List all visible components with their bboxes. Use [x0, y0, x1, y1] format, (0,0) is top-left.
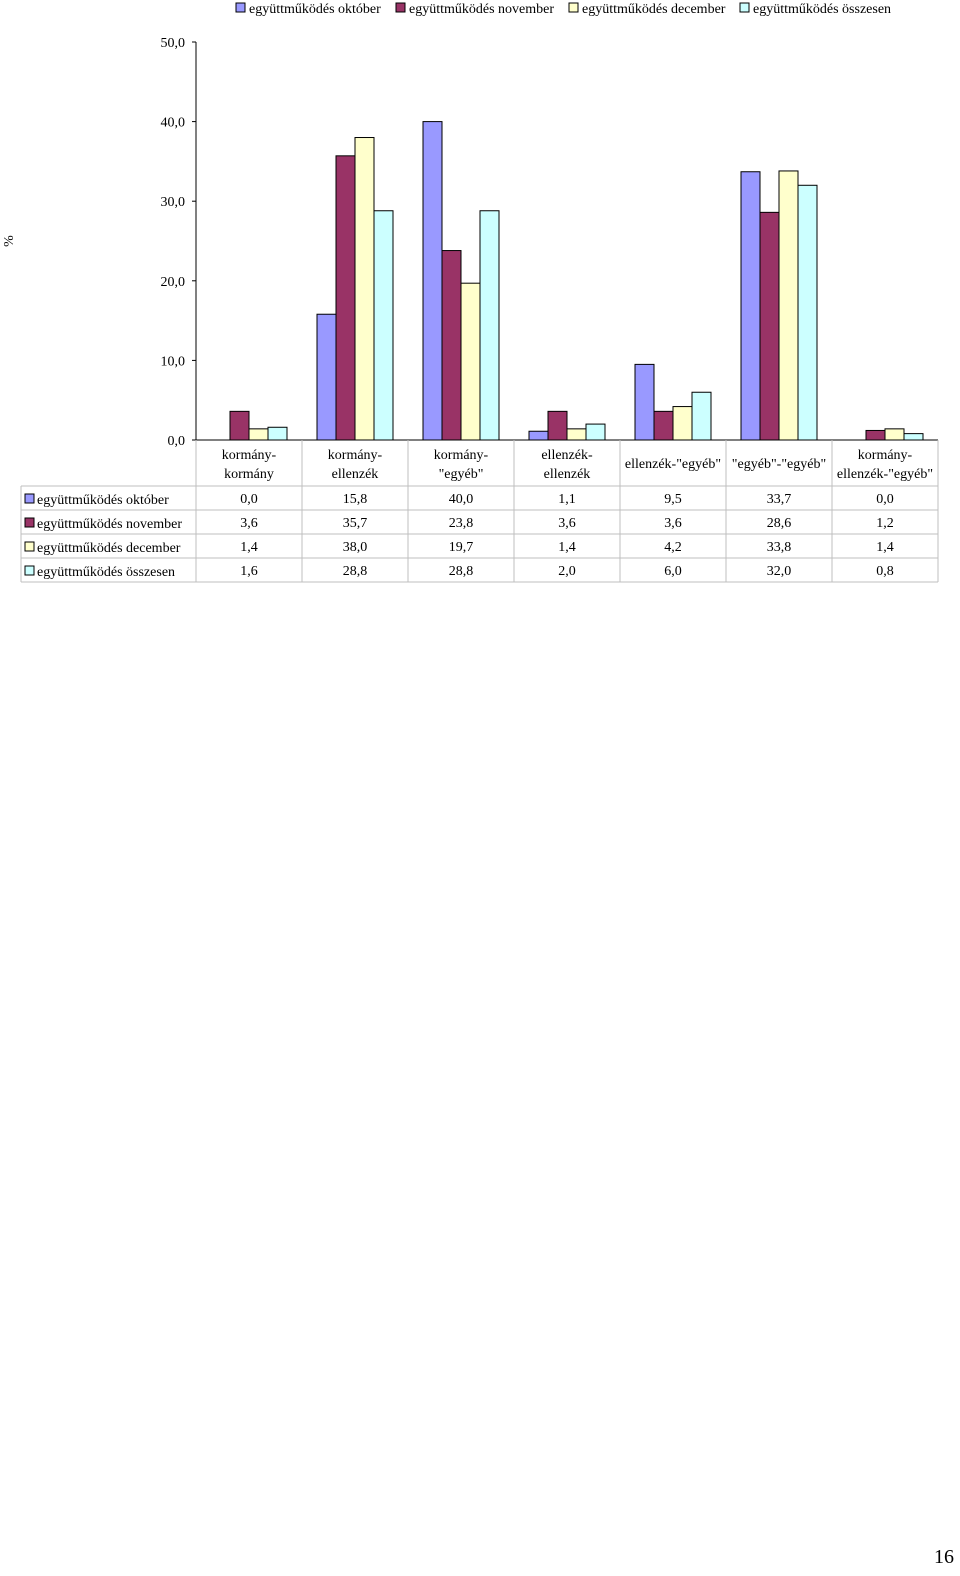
y-tick-label: 20,0 [161, 275, 186, 290]
bar [354, 137, 375, 441]
data-label: 33,7 [767, 492, 792, 507]
y-tick-label: 0,0 [168, 434, 186, 449]
data-label: 23,8 [449, 516, 474, 531]
legend-label: együttműködés összesen [753, 2, 891, 17]
data-label: 3,6 [240, 516, 258, 531]
bar [634, 363, 655, 441]
table-series-name: együttműködés összesen [37, 565, 175, 580]
bar [335, 155, 356, 441]
bar [653, 410, 674, 441]
data-label: 15,8 [343, 492, 368, 507]
table-legend-key [24, 493, 35, 504]
table-legend-key [24, 517, 35, 528]
bar [672, 406, 693, 441]
legend-label: együttműködés december [582, 2, 726, 17]
y-axis: 0,0 10,0 20,0 30,0 40,0 50,0% [2, 36, 197, 449]
data-label: 1,4 [240, 540, 258, 555]
data-label: 1,4 [876, 540, 894, 555]
y-axis-label: % [2, 235, 17, 247]
bar [585, 423, 606, 441]
data-label: 28,8 [343, 564, 368, 579]
page-number: 16 [934, 1546, 954, 1568]
bar [566, 428, 587, 441]
table-legend-key [24, 565, 35, 576]
legend-label: együttműködés november [409, 2, 554, 17]
data-label: 35,7 [343, 516, 368, 531]
y-tick-label: 10,0 [161, 354, 186, 369]
y-tick-label: 30,0 [161, 195, 186, 210]
data-label: 1,2 [876, 516, 894, 531]
bar [248, 428, 269, 441]
bar [740, 171, 761, 441]
bar [691, 391, 712, 441]
bar [422, 121, 443, 441]
x-tick-label: ellenzék-"egyéb" [625, 457, 721, 472]
bar [441, 250, 462, 441]
bar [759, 211, 780, 441]
data-label: 28,6 [767, 516, 792, 531]
data-label: 28,8 [449, 564, 474, 579]
bar [229, 410, 250, 441]
x-tick-label: kormány-"egyéb" [434, 448, 489, 482]
data-label: 6,0 [664, 564, 682, 579]
data-label: 40,0 [449, 492, 474, 507]
bar [460, 282, 481, 441]
legend: együttműködés október együttműködés novem… [235, 2, 891, 17]
table-series-name: együttműködés december [37, 541, 181, 556]
bar [316, 313, 337, 441]
legend-label: együttműködés október [249, 2, 381, 17]
bars [229, 121, 924, 441]
bar-chart: együttműködés október együttműködés novem… [2, 2, 939, 583]
bar [373, 210, 394, 441]
bar [865, 429, 886, 441]
y-tick-label: 50,0 [161, 36, 186, 51]
data-label: 2,0 [558, 564, 576, 579]
bar [267, 426, 288, 441]
data-label: 3,6 [664, 516, 682, 531]
table-series-name: együttműködés november [37, 517, 182, 532]
data-label: 33,8 [767, 540, 792, 555]
data-label: 9,5 [664, 492, 682, 507]
bar [797, 184, 818, 441]
bar [528, 430, 549, 441]
bar [479, 210, 500, 441]
legend-swatch [739, 2, 750, 13]
bar [547, 410, 568, 441]
data-label: 38,0 [343, 540, 368, 555]
data-label: 1,1 [558, 492, 576, 507]
data-label: 4,2 [664, 540, 682, 555]
bar [903, 433, 924, 441]
data-label: 32,0 [767, 564, 792, 579]
data-label: 19,7 [449, 540, 474, 555]
x-tick-label: kormány-ellenzék [328, 448, 383, 482]
x-tick-label: ellenzék-ellenzék [541, 448, 593, 482]
y-tick-label: 40,0 [161, 116, 186, 131]
data-table: kormány-kormány kormány-ellenzék kormány-"… [20, 439, 939, 583]
x-tick-label: "egyéb"-"egyéb" [732, 457, 826, 472]
legend-swatch [395, 2, 406, 13]
data-label: 0,0 [240, 492, 258, 507]
legend-swatch [568, 2, 579, 13]
data-label: 1,6 [240, 564, 258, 579]
data-label: 3,6 [558, 516, 576, 531]
data-label: 0,0 [876, 492, 894, 507]
x-tick-label: kormány-kormány [222, 448, 277, 482]
table-legend-key [24, 541, 35, 552]
legend-swatch [235, 2, 246, 13]
data-label: 1,4 [558, 540, 576, 555]
bar [778, 170, 799, 441]
table-series-name: együttműködés október [37, 493, 169, 508]
bar [884, 428, 905, 441]
data-label: 0,8 [876, 564, 894, 579]
x-tick-label: kormány-ellenzék-"egyéb" [837, 448, 933, 482]
